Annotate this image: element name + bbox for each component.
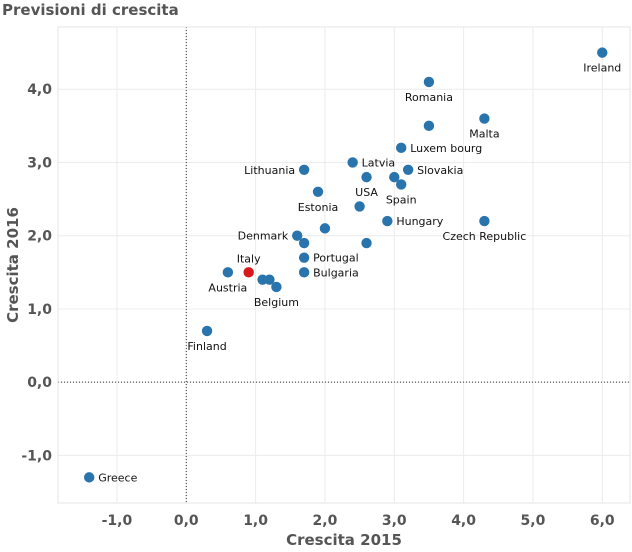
point-label: Ireland	[583, 62, 621, 75]
y-axis-ticks: -1,0 0,0 1,0 2,0 3,0 4,0	[21, 82, 52, 464]
x-tick-label: 0,0	[174, 513, 199, 529]
point-label: Czech Republic	[443, 230, 527, 243]
data-point	[222, 267, 234, 278]
point-label: Bulgaria	[313, 266, 359, 279]
data-point	[298, 252, 310, 263]
data-point	[361, 171, 372, 183]
data-point	[423, 120, 435, 132]
y-tick-label: 4,0	[27, 82, 52, 98]
data-point	[298, 164, 310, 175]
point-label: Estonia	[298, 201, 339, 214]
data-point	[298, 237, 310, 249]
y-tick-label: -1,0	[21, 448, 52, 464]
data-point	[396, 142, 407, 154]
point-label: Austria	[208, 281, 247, 294]
point-label: Spain	[386, 193, 417, 206]
data-point	[312, 186, 324, 197]
point-label: Italy	[237, 252, 261, 265]
x-axis-label: Crescita 2015	[286, 531, 402, 549]
point-label: Latvia	[362, 156, 396, 169]
data-point	[382, 215, 393, 227]
data-point	[347, 157, 358, 168]
data-point	[243, 267, 254, 278]
y-tick-label: 1,0	[27, 302, 52, 318]
data-point	[389, 171, 400, 183]
x-tick-label: 5,0	[521, 513, 546, 529]
y-tick-label: 2,0	[27, 229, 52, 245]
data-point	[361, 237, 372, 249]
plot-frame	[57, 26, 631, 504]
data-point	[292, 230, 303, 241]
point-label: Hungary	[396, 215, 443, 228]
data-point	[264, 274, 275, 285]
y-tick-label: 0,0	[27, 375, 52, 391]
x-tick-label: 3,0	[382, 513, 407, 529]
x-tick-label: 1,0	[243, 513, 268, 529]
point-label: Denmark	[238, 230, 289, 243]
point-label: Finland	[187, 340, 226, 353]
x-tick-label: -1,0	[102, 513, 133, 529]
point-label: Belgium	[254, 296, 299, 309]
data-point	[298, 267, 310, 278]
y-axis-label: Crescita 2016	[4, 207, 22, 323]
point-label: Portugal	[313, 252, 359, 265]
data-point	[84, 472, 95, 483]
grid-lines	[58, 27, 630, 503]
data-point	[201, 325, 213, 337]
point-label: USA	[355, 186, 378, 199]
point-label: Greece	[98, 471, 137, 484]
x-axis-ticks: -1,0 0,0 1,0 2,0 3,0 4,0 5,0 6,0	[102, 513, 615, 529]
data-point	[354, 201, 365, 212]
data-point	[271, 281, 282, 293]
data-points	[84, 47, 608, 483]
data-point	[597, 47, 608, 58]
point-label: Slovakia	[417, 164, 463, 177]
chart-title: Previsioni di crescita	[2, 1, 179, 19]
x-tick-label: 2,0	[313, 513, 338, 529]
x-tick-label: 4,0	[451, 513, 476, 529]
x-tick-label: 6,0	[590, 513, 615, 529]
point-label: Malta	[469, 128, 499, 141]
reference-lines	[58, 27, 630, 503]
point-label: Lithuania	[244, 164, 295, 177]
y-tick-label: 3,0	[27, 155, 52, 171]
data-point	[319, 223, 331, 234]
data-point	[396, 179, 407, 190]
point-label: Romania	[405, 91, 453, 104]
data-point	[479, 215, 490, 227]
data-point	[402, 164, 414, 175]
point-label: Luxem bourg	[410, 142, 482, 155]
data-point	[479, 113, 490, 124]
data-point	[423, 76, 435, 88]
